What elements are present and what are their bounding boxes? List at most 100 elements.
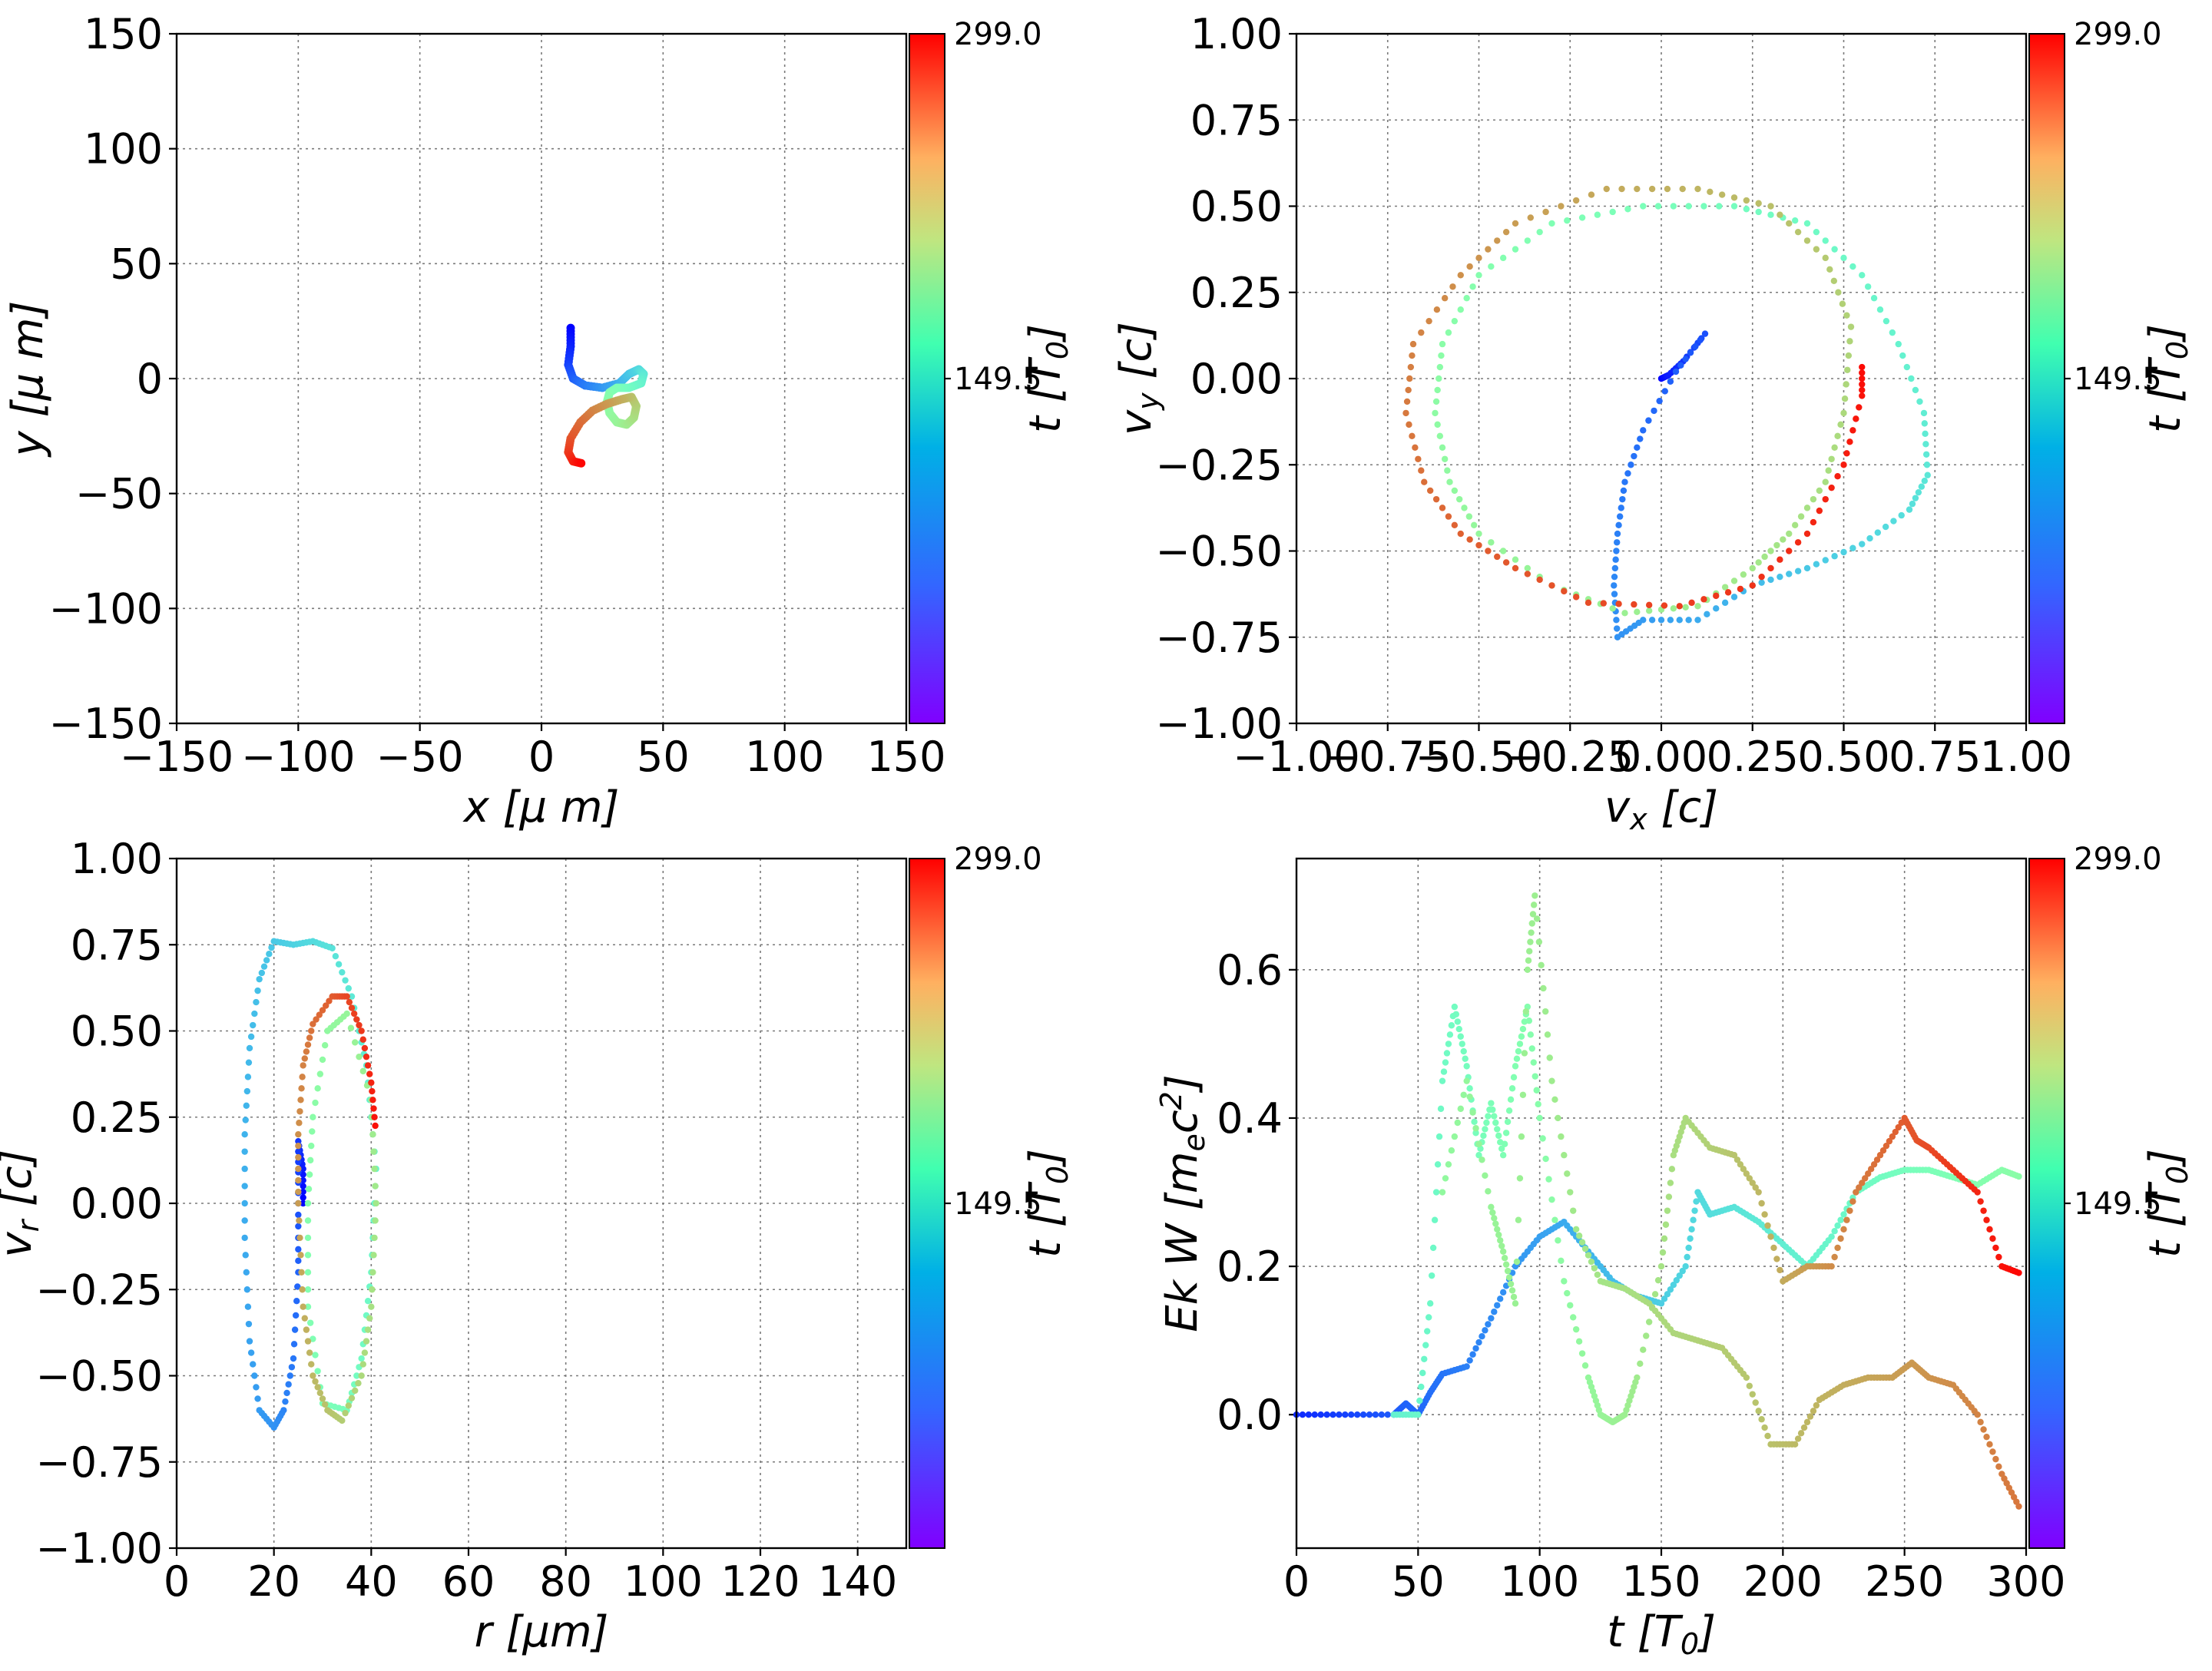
data-point [1752, 1399, 1759, 1406]
data-point [1883, 317, 1890, 325]
data-point [1512, 220, 1519, 227]
data-point [1920, 409, 1928, 417]
data-point [1466, 536, 1473, 543]
data-point [1615, 601, 1622, 607]
data-point [1761, 1424, 1768, 1431]
data-point [1835, 289, 1842, 296]
data-point [1648, 617, 1656, 624]
data-point [250, 1361, 257, 1368]
data-point [1475, 530, 1482, 538]
data-point [2015, 1269, 2022, 1276]
data-point [1542, 1155, 1549, 1163]
data-point [1645, 1319, 1653, 1325]
data-point [1432, 409, 1439, 417]
data-point [1548, 1077, 1555, 1084]
data-point [1645, 607, 1653, 614]
data-point [303, 1048, 310, 1055]
data-point [1755, 208, 1762, 216]
data-point [1839, 300, 1846, 307]
data-point [369, 1087, 376, 1095]
data-point [1497, 1237, 1504, 1244]
data-point [1634, 444, 1641, 451]
data-point [363, 1053, 370, 1061]
data-point [299, 1074, 306, 1080]
data-point [1665, 1193, 1673, 1200]
data-point [1425, 1314, 1432, 1321]
data-point [1803, 237, 1811, 244]
data-point [1501, 1140, 1508, 1147]
y-tick-label: −0.75 [36, 1438, 163, 1487]
data-point [243, 1102, 250, 1109]
data-point [1437, 1105, 1445, 1113]
data-point [1845, 352, 1853, 359]
data-point [353, 1016, 360, 1023]
data-point [359, 1067, 366, 1075]
data-point [1422, 1342, 1429, 1348]
data-point [1846, 338, 1853, 345]
data-point [345, 1402, 352, 1409]
data-point [1983, 1216, 1990, 1223]
data-point [1440, 1068, 1448, 1075]
data-point [253, 998, 260, 1006]
x-tick-label: 60 [442, 1557, 495, 1606]
data-point [1980, 1207, 1987, 1214]
data-point [1524, 564, 1532, 572]
data-point [1446, 478, 1453, 485]
data-point [1648, 185, 1656, 193]
data-point [1616, 513, 1624, 520]
data-point [1612, 556, 1619, 563]
data-point [297, 1252, 304, 1259]
data-point [1564, 1170, 1571, 1177]
data-point [1634, 1374, 1641, 1381]
data-point [1697, 336, 1704, 344]
data-point [1463, 1063, 1470, 1070]
data-point [1461, 505, 1468, 511]
data-point [1721, 584, 1729, 591]
data-point [1459, 1041, 1465, 1047]
data-point [329, 945, 336, 951]
data-point [1786, 548, 1793, 554]
data-point [1831, 1253, 1838, 1261]
data-point [1619, 495, 1626, 503]
data-point [1870, 1161, 1878, 1168]
data-point [300, 1062, 306, 1069]
data-point [1634, 608, 1641, 616]
data-point [1843, 1216, 1850, 1223]
data-point [1864, 283, 1872, 290]
data-point [319, 1056, 326, 1064]
data-point [1611, 582, 1618, 589]
data-point [1436, 432, 1444, 440]
y-tick-label: 0.0 [1217, 1391, 1283, 1439]
data-point [1540, 984, 1547, 992]
data-point [1507, 1280, 1515, 1288]
data-point [368, 1303, 375, 1310]
data-point [1546, 1054, 1553, 1061]
data-point [1761, 1211, 1768, 1218]
data-point [296, 1108, 303, 1115]
data-point [1512, 556, 1519, 563]
data-point [1908, 375, 1915, 382]
data-point [369, 1269, 376, 1276]
data-point [1603, 185, 1610, 193]
data-point [1525, 1017, 1533, 1024]
data-point [295, 1137, 302, 1145]
data-point [1613, 617, 1620, 624]
data-point [1843, 312, 1850, 319]
data-point [1837, 421, 1844, 429]
data-point [1472, 1130, 1479, 1137]
data-point [1886, 1137, 1893, 1145]
data-point [355, 1380, 362, 1387]
data-point [1457, 272, 1464, 279]
data-point [283, 1389, 290, 1397]
data-point [1831, 444, 1838, 451]
data-point [304, 1269, 312, 1276]
data-point [299, 1286, 306, 1293]
data-point [348, 1395, 356, 1401]
x-tick-label: 300 [1986, 1557, 2065, 1606]
data-point [371, 1234, 378, 1242]
data-point [1483, 1119, 1490, 1127]
data-point [258, 969, 266, 977]
data-point [1859, 392, 1866, 399]
data-point [352, 1387, 359, 1395]
